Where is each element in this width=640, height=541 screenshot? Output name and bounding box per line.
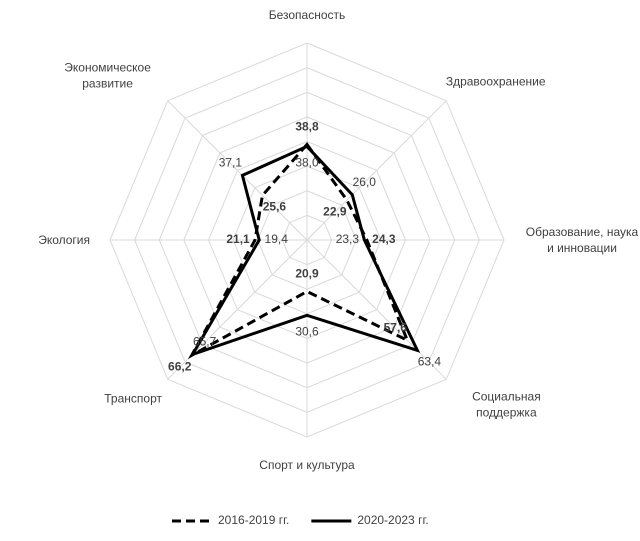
legend-label: 2016-2019 гг. (218, 513, 289, 527)
value-label: 38,0 (295, 156, 319, 170)
value-label: 19,4 (265, 232, 289, 246)
value-label: 23,3 (336, 232, 360, 246)
value-label: 37,1 (219, 156, 243, 170)
category-label: Экономическое развитие (64, 60, 151, 91)
spoke (306, 100, 447, 241)
category-label: Образование, наука и инновации (525, 225, 639, 255)
value-label: 21,1 (226, 232, 250, 246)
category-label: Транспорт (104, 392, 162, 407)
category-label: Безопасность (268, 8, 346, 22)
category-label: Экология (38, 233, 90, 247)
value-label: 25,6 (263, 200, 287, 214)
value-label: 30,6 (295, 325, 319, 339)
value-label: 24,3 (372, 232, 396, 246)
legend-label: 2020-2023 гг. (357, 513, 428, 527)
value-label: 57,6 (384, 320, 408, 334)
value-label: 26,0 (353, 175, 377, 189)
category-label: Спорт и культура (259, 458, 355, 472)
value-label: 20,9 (295, 267, 319, 281)
value-label: 66,2 (168, 359, 192, 373)
value-label: 65,7 (193, 335, 217, 349)
value-label: 63,4 (418, 355, 442, 369)
spoke (306, 239, 447, 380)
value-label: 38,8 (295, 120, 319, 134)
series-line (189, 144, 421, 358)
category-label: Здравоохранение (445, 73, 546, 88)
value-label: 22,9 (323, 204, 347, 218)
category-label: Социальная поддержка (472, 389, 541, 420)
spoke (167, 100, 308, 241)
